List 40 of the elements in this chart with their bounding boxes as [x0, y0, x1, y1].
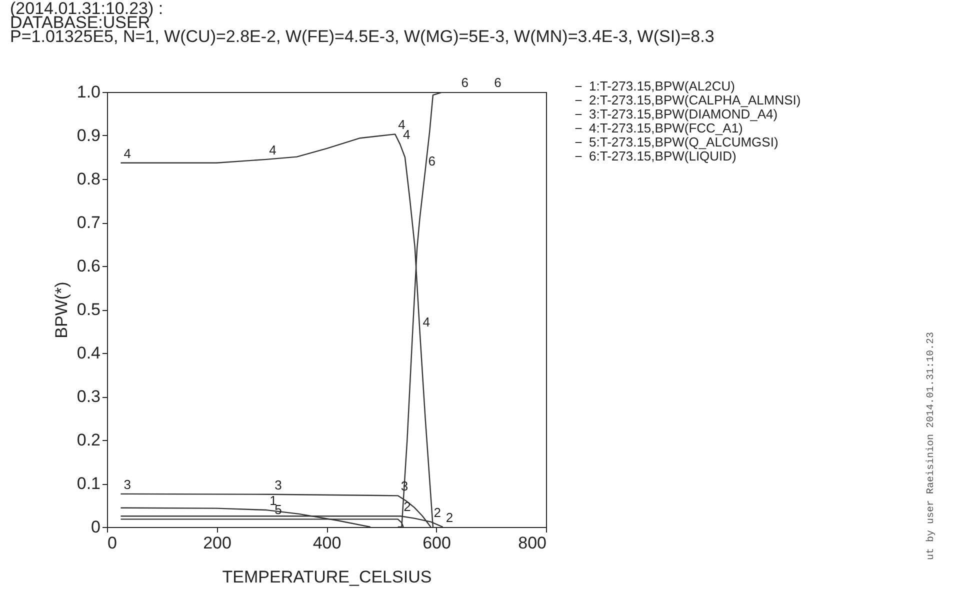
annotation: 4	[403, 127, 410, 142]
legend-label: 4:T-273.15,BPW(FCC_A1)	[589, 120, 743, 136]
legend-label: 5:T-273.15,BPW(Q_ALCUMGSI)	[589, 134, 778, 150]
x-tick-label: 800	[518, 534, 546, 552]
annotation: 1	[270, 493, 277, 508]
y-tick-label: 0.3	[76, 387, 100, 406]
y-tick-label: 0	[91, 518, 100, 536]
y-tick-label: 0.4	[76, 344, 100, 362]
annotation: 3	[124, 476, 131, 492]
annotation: 6	[461, 75, 468, 90]
annotation: 3	[274, 477, 282, 492]
legend-label: 2:T-273.15,BPW(CALPHA_ALMNSI)	[589, 92, 801, 108]
y-tick-label: 0.9	[76, 126, 100, 145]
annotation: 4	[269, 142, 276, 158]
annotation: 6	[428, 153, 436, 168]
x-tick-label: 400	[312, 534, 342, 552]
x-tick-label: 0	[108, 534, 117, 552]
y-tick-label: 0.2	[76, 430, 100, 450]
annotation: 4	[398, 117, 406, 132]
y-tick-label: 0.5	[76, 300, 100, 319]
annotation: 2	[434, 504, 441, 520]
annotation: 4	[422, 314, 430, 330]
y-tick-label: 0.1	[76, 474, 100, 493]
annotation: 4	[124, 146, 131, 161]
legend-label: 6:T-273.15,BPW(LIQUID)	[589, 148, 736, 164]
y-tick-label: 0.6	[76, 256, 100, 276]
text: P=1.01325E5, N=1, W(CU)=2.8E-2, W(FE)=4.5E-3, W(MG)=5E-3, W(MN)=3.4E-3, W(SI)=8.3	[10, 27, 714, 46]
y-tick-label: 1.0	[76, 82, 100, 102]
x-tick-label: 600	[422, 534, 451, 552]
annotation: 2	[404, 499, 411, 514]
text: ut by user Raeisinion 2014.01.31:10.23	[926, 332, 937, 560]
annotation: 6	[494, 75, 502, 90]
legend-label: 3:T-273.15,BPW(DIAMOND_A4)	[589, 106, 778, 122]
x-tick-label: 200	[203, 534, 232, 552]
annotation: 2	[446, 510, 454, 525]
y-tick-label: 0.8	[76, 170, 100, 188]
y-axis-title: BPW(*)	[52, 282, 71, 338]
legend-label: 1:T-273.15,BPW(AL2CU)	[589, 78, 735, 94]
y-tick-label: 0.7	[76, 213, 100, 232]
x-axis-title: TEMPERATURE_CELSIUS	[222, 568, 432, 586]
